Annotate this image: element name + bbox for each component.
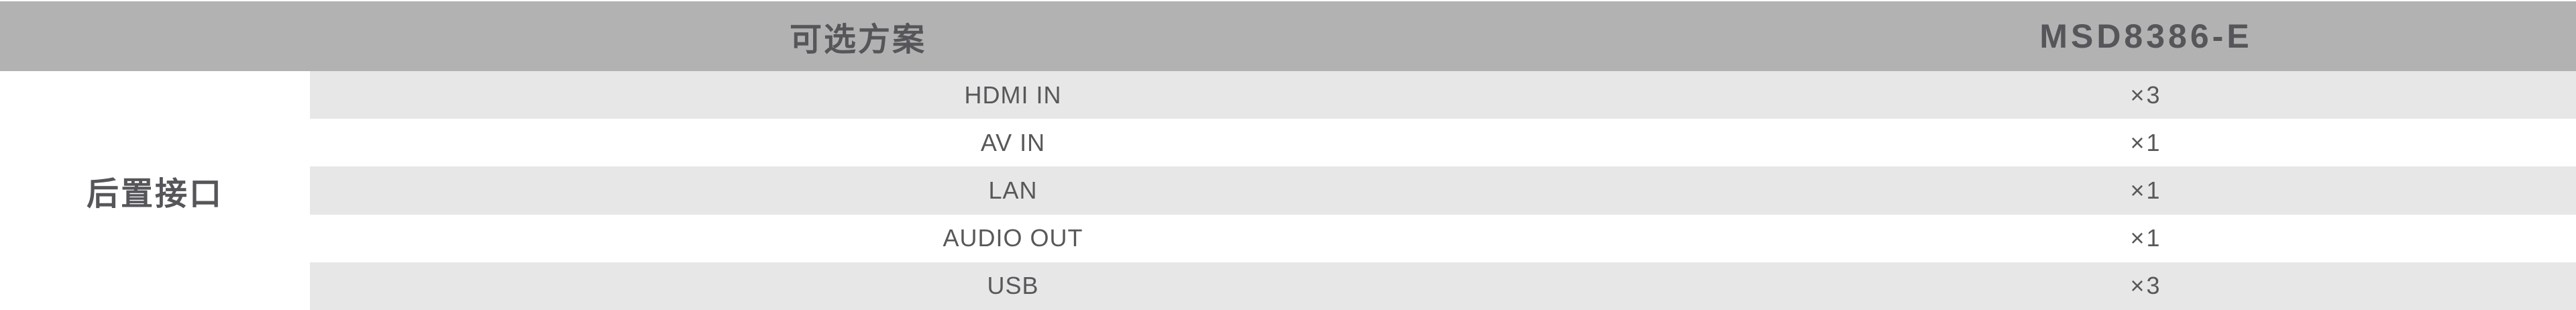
port-count: ×3 (2130, 81, 2162, 109)
port-rows: HDMI IN ×3 AV IN ×1 LAN ×1 AUDIO OUT ×1 … (310, 71, 2576, 310)
port-name: LAN (988, 176, 1038, 204)
port-count: ×1 (2130, 224, 2162, 252)
port-name: AV IN (980, 128, 1046, 156)
table-row-hdmi-in: HDMI IN ×3 (310, 71, 2576, 119)
port-name: USB (987, 272, 1039, 300)
table-row-av-in: AV IN ×1 (310, 119, 2576, 167)
port-name: AUDIO OUT (943, 224, 1083, 252)
table-row-lan: LAN ×1 (310, 166, 2576, 215)
header-model-label: MSD8386-E (2039, 17, 2253, 55)
row-group-label-rear-ports: 后置接口 (0, 71, 310, 310)
table-row-audio-out: AUDIO OUT ×1 (310, 214, 2576, 262)
header-optional-plan-label: 可选方案 (789, 22, 926, 58)
table-body: 后置接口 HDMI IN ×3 AV IN ×1 LAN ×1 AUDIO OU… (0, 71, 2576, 310)
table-row-usb: USB ×3 (310, 262, 2576, 310)
port-count: ×1 (2130, 176, 2162, 204)
port-count: ×1 (2130, 128, 2162, 156)
port-count: ×3 (2130, 272, 2162, 300)
table-header: 可选方案 MSD8386-E (0, 1, 2576, 71)
port-name: HDMI IN (964, 81, 1062, 109)
